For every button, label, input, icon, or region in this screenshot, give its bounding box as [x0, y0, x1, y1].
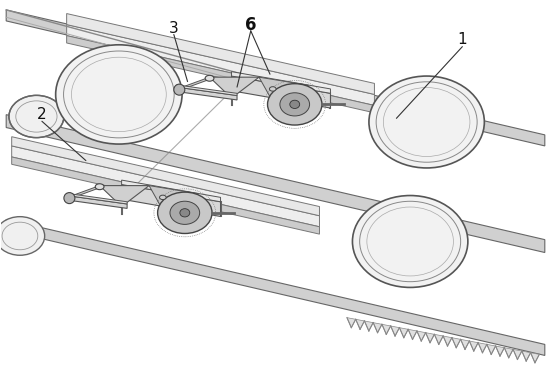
- Polygon shape: [6, 115, 545, 252]
- Polygon shape: [231, 72, 331, 93]
- Polygon shape: [231, 76, 331, 108]
- Polygon shape: [67, 36, 375, 113]
- Polygon shape: [209, 77, 259, 98]
- Circle shape: [269, 87, 276, 91]
- Polygon shape: [67, 25, 375, 106]
- Ellipse shape: [290, 100, 300, 108]
- Polygon shape: [12, 146, 320, 227]
- Polygon shape: [100, 186, 149, 207]
- Ellipse shape: [353, 196, 468, 287]
- Text: 2: 2: [37, 107, 47, 122]
- Ellipse shape: [9, 95, 64, 138]
- Polygon shape: [67, 196, 127, 208]
- Circle shape: [205, 75, 214, 81]
- Polygon shape: [122, 184, 220, 217]
- Ellipse shape: [180, 209, 190, 217]
- Polygon shape: [259, 77, 309, 107]
- Polygon shape: [176, 85, 237, 96]
- Polygon shape: [6, 220, 545, 355]
- Ellipse shape: [64, 193, 75, 204]
- Polygon shape: [12, 157, 320, 234]
- Polygon shape: [149, 186, 198, 215]
- Polygon shape: [6, 10, 545, 146]
- Polygon shape: [122, 180, 220, 202]
- Text: 6: 6: [245, 15, 257, 34]
- Ellipse shape: [280, 93, 310, 116]
- Polygon shape: [179, 77, 209, 90]
- Polygon shape: [12, 137, 320, 216]
- Polygon shape: [67, 193, 127, 204]
- Ellipse shape: [170, 201, 199, 224]
- Ellipse shape: [369, 76, 484, 168]
- Ellipse shape: [174, 84, 185, 95]
- Polygon shape: [69, 186, 100, 199]
- Text: 1: 1: [457, 32, 467, 47]
- Ellipse shape: [0, 217, 45, 255]
- Circle shape: [160, 195, 166, 200]
- Ellipse shape: [56, 45, 182, 144]
- Polygon shape: [347, 318, 539, 363]
- Ellipse shape: [268, 84, 322, 125]
- Text: 3: 3: [169, 21, 179, 36]
- Polygon shape: [67, 14, 375, 94]
- Circle shape: [95, 184, 104, 190]
- Ellipse shape: [158, 192, 212, 234]
- Polygon shape: [176, 87, 237, 100]
